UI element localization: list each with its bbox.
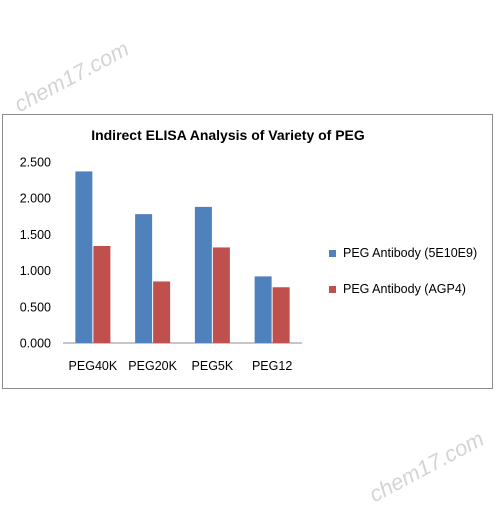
y-tick-label: 1.500 [20,228,51,242]
bar [93,245,111,343]
legend-item: PEG Antibody (AGP4) [329,279,494,299]
bar [75,171,93,343]
y-tick-label: 0.000 [20,337,51,351]
y-tick-label: 2.500 [20,156,51,170]
legend-label: PEG Antibody (AGP4) [343,282,466,296]
y-tick-label: 1.000 [20,264,51,278]
bar [194,206,212,343]
y-tick-label: 2.000 [20,192,51,206]
bar [254,276,272,343]
bar [212,247,230,343]
legend-swatch [329,249,336,257]
x-tick-label: PEG40K [69,359,118,373]
legend-item: PEG Antibody (5E10E9) [329,243,494,263]
bar [272,287,290,343]
x-tick-label: PEG12 [252,359,292,373]
bar [153,281,171,343]
legend-swatch [329,285,336,293]
legend-label: PEG Antibody (5E10E9) [343,246,478,260]
bar [135,214,153,343]
chart-legend: PEG Antibody (5E10E9) PEG Antibody (AGP4… [329,243,494,315]
y-tick-label: 0.500 [20,300,51,314]
x-tick-label: PEG5K [192,359,234,373]
x-tick-label: PEG20K [128,359,177,373]
chart-title: Indirect ELISA Analysis of Variety of PE… [91,127,365,143]
